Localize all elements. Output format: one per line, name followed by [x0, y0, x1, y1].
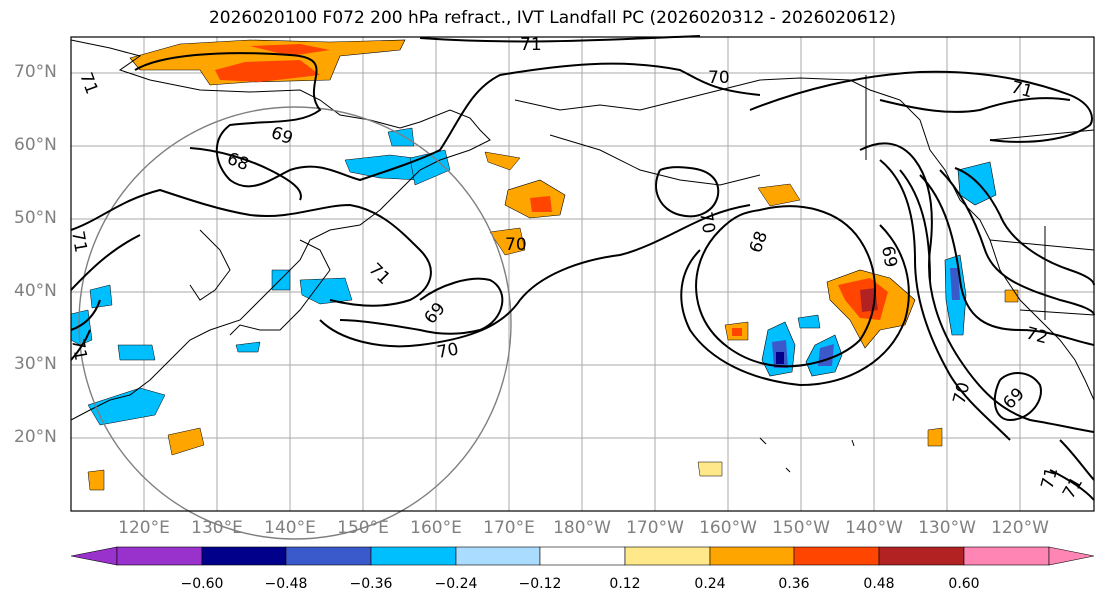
lon-label: 150°W [772, 518, 830, 538]
contour-label: 69 [877, 244, 900, 269]
lon-label: 120°W [991, 518, 1049, 538]
colorbar [70, 546, 1095, 566]
lat-label: 20°N [14, 427, 57, 447]
colorbar-segment [201, 546, 287, 566]
colorbar-segment [709, 546, 795, 566]
shading-patches [70, 39, 1019, 491]
lat-label: 30°N [14, 354, 57, 374]
landfall-circle [78, 106, 512, 540]
colorbar-segment [285, 546, 372, 566]
contour-label: 71 [67, 337, 90, 362]
colorbar-segment [539, 546, 626, 566]
contour-label: 70 [695, 210, 718, 235]
contour-label: 71 [67, 229, 90, 254]
colorbar-segment [963, 546, 1050, 566]
lon-label: 140°E [264, 518, 316, 538]
lon-label: 130°W [918, 518, 976, 538]
colorbar-extend-low [70, 546, 118, 566]
colorbar-tick: −0.60 [180, 576, 224, 592]
colorbar-segment [370, 546, 457, 566]
lat-label: 50°N [14, 208, 57, 228]
colorbar-tick: 0.36 [778, 576, 810, 592]
colorbar-extend-high [1048, 546, 1095, 566]
lon-label: 150°E [337, 518, 389, 538]
lon-label: 160°W [699, 518, 757, 538]
lon-label: 180°W [553, 518, 611, 538]
colorbar-tick: 0.12 [609, 576, 641, 592]
lon-label: 130°E [191, 518, 243, 538]
colorbar-tick: −0.24 [434, 576, 478, 592]
colorbar-tick: 0.24 [694, 576, 726, 592]
lon-label: 170°W [626, 518, 684, 538]
colorbar-tick: 0.48 [863, 576, 895, 592]
colorbar-tick: −0.36 [349, 576, 393, 592]
contour-label: 70 [708, 68, 730, 88]
colorbar-segment [624, 546, 711, 566]
lon-label: 140°W [845, 518, 903, 538]
lat-label: 60°N [14, 135, 57, 155]
lon-label: 170°E [483, 518, 535, 538]
coastlines [70, 39, 1095, 473]
lon-label: 160°E [410, 518, 462, 538]
colorbar-segment [455, 546, 541, 566]
contour-label: 71 [520, 35, 542, 55]
contour-label: 70 [505, 235, 527, 255]
lat-label: 40°N [14, 281, 57, 301]
lat-label: 70°N [14, 62, 57, 82]
colorbar-tick: 0.60 [948, 576, 980, 592]
colorbar-segment [793, 546, 880, 566]
map-border [70, 36, 1095, 512]
colorbar-segment [878, 546, 965, 566]
colorbar-tick: −0.12 [518, 576, 562, 592]
lon-label: 120°E [118, 518, 170, 538]
colorbar-segment [116, 546, 203, 566]
contours [70, 35, 1095, 501]
map-title: 2026020100 F072 200 hPa refract., IVT La… [208, 8, 896, 28]
colorbar-tick: −0.48 [264, 576, 308, 592]
contour-label: 70 [435, 339, 460, 362]
graticule [71, 37, 1094, 511]
